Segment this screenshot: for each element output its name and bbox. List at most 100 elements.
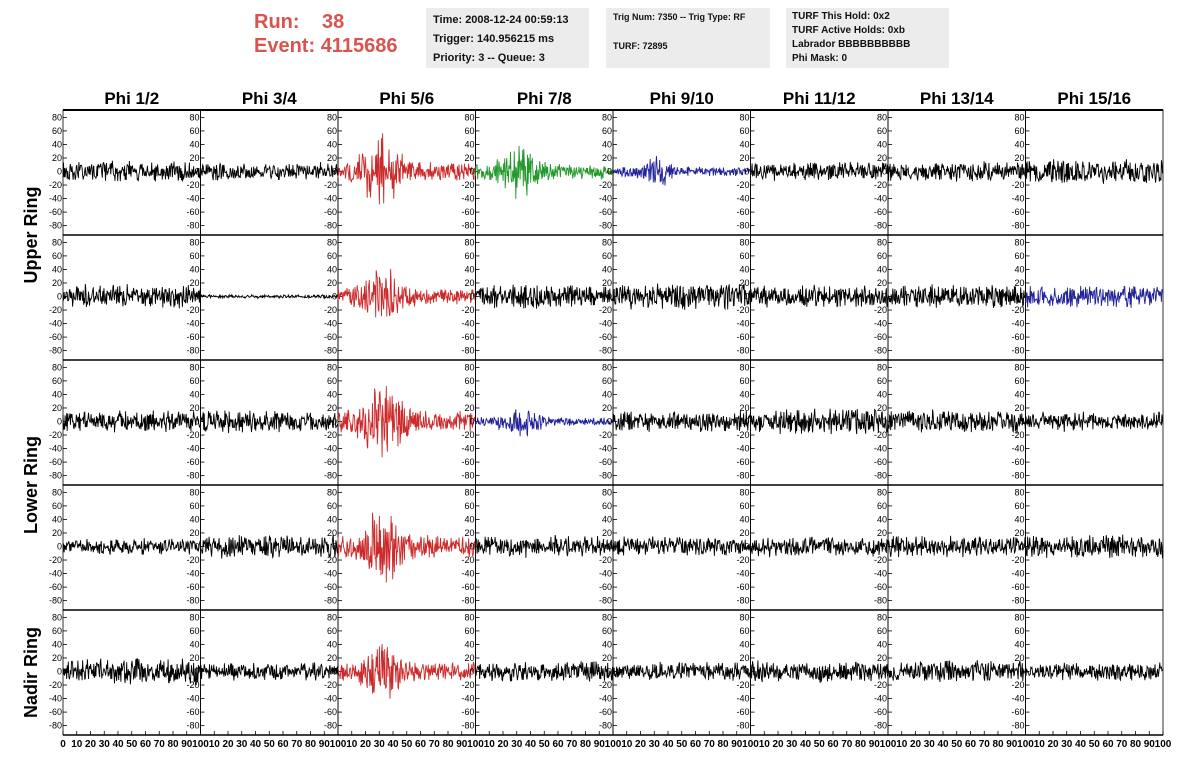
y-tick-label: -40 <box>874 444 887 454</box>
column-header: Phi 9/10 <box>650 89 714 108</box>
y-tick-label: 60 <box>327 126 337 136</box>
y-tick-label: 40 <box>877 264 887 274</box>
y-tick-label: 20 <box>877 653 887 663</box>
y-tick-label: 20 <box>327 653 337 663</box>
y-tick-label: 40 <box>1014 264 1024 274</box>
time-text: Time: 2008-12-24 00:59:13 <box>433 14 569 26</box>
x-tick-label: 20 <box>85 739 97 750</box>
y-tick-label: -20 <box>461 430 474 440</box>
y-tick-label: 80 <box>602 487 612 497</box>
y-tick-label: -60 <box>324 332 337 342</box>
phi-mask-text: Phi Mask: 0 <box>792 53 848 64</box>
y-tick-label: -40 <box>49 319 62 329</box>
y-tick-label: 40 <box>602 389 612 399</box>
y-tick-label: 60 <box>877 626 887 636</box>
x-tick-label: 60 <box>965 739 977 750</box>
y-tick-label: -60 <box>49 582 62 592</box>
y-tick-label: -80 <box>461 721 474 731</box>
waveform-trace <box>612 661 751 681</box>
y-tick-label: 60 <box>739 501 749 511</box>
y-tick-label: -40 <box>186 194 199 204</box>
y-tick-label: 20 <box>52 653 62 663</box>
y-tick-label: -60 <box>186 457 199 467</box>
y-tick-label: -20 <box>736 680 749 690</box>
y-tick-label: -20 <box>461 305 474 315</box>
y-tick-label: 60 <box>52 251 62 261</box>
x-tick-label: 30 <box>99 739 111 750</box>
y-tick-label: 80 <box>464 112 474 122</box>
y-tick-label: -60 <box>599 707 612 717</box>
y-tick-label: 80 <box>189 612 199 622</box>
y-tick-label: 20 <box>327 403 337 413</box>
y-tick-label: -80 <box>599 721 612 731</box>
y-tick-label: -40 <box>736 319 749 329</box>
waveform-trace <box>612 536 751 556</box>
y-tick-label: -80 <box>736 471 749 481</box>
trig-num-text: Trig Num: 7350 -- Trig Type: RF <box>613 12 746 22</box>
y-tick-label: -80 <box>186 471 199 481</box>
x-tick-label: 20 <box>360 739 372 750</box>
waveform-trace <box>887 284 1026 308</box>
y-tick-label: 20 <box>464 528 474 538</box>
y-tick-label: -80 <box>1011 721 1024 731</box>
y-tick-label: 40 <box>189 139 199 149</box>
x-tick-label: 100 <box>1155 739 1172 750</box>
y-tick-label: -40 <box>599 694 612 704</box>
y-tick-label: -40 <box>1011 194 1024 204</box>
x-tick-label: 100 <box>880 739 897 750</box>
y-tick-label: -20 <box>1011 305 1024 315</box>
column-header: Phi 5/6 <box>379 89 434 108</box>
y-tick-label: 60 <box>52 626 62 636</box>
y-tick-label: 80 <box>602 237 612 247</box>
y-tick-label: 0 <box>194 292 199 302</box>
y-tick-label: 60 <box>327 501 337 511</box>
waveform-trace <box>1025 534 1164 559</box>
y-tick-label: -80 <box>186 346 199 356</box>
y-tick-label: 20 <box>739 403 749 413</box>
waveform-trace <box>750 284 889 308</box>
y-tick-label: 0 <box>332 542 337 552</box>
x-tick-label: 40 <box>662 739 674 750</box>
y-tick-label: 40 <box>1014 139 1024 149</box>
y-tick-label: 80 <box>877 487 887 497</box>
x-tick-label: 40 <box>800 739 812 750</box>
y-tick-label: 40 <box>739 514 749 524</box>
y-tick-label: 0 <box>1019 417 1024 427</box>
y-tick-label: -40 <box>49 569 62 579</box>
x-tick-label: 30 <box>924 739 936 750</box>
y-tick-label: -60 <box>49 207 62 217</box>
y-tick-label: -80 <box>599 471 612 481</box>
y-tick-label: -80 <box>874 596 887 606</box>
y-tick-label: 60 <box>877 126 887 136</box>
y-tick-label: -40 <box>736 444 749 454</box>
y-tick-label: 40 <box>464 639 474 649</box>
y-tick-label: 60 <box>739 376 749 386</box>
waveform-trace <box>62 160 201 182</box>
y-tick-label: -40 <box>874 569 887 579</box>
y-tick-label: -40 <box>49 194 62 204</box>
y-tick-label: -20 <box>599 680 612 690</box>
y-tick-label: -20 <box>461 555 474 565</box>
y-tick-label: 0 <box>57 667 62 677</box>
x-tick-label: 50 <box>951 739 963 750</box>
y-tick-label: -40 <box>461 319 474 329</box>
y-tick-label: 0 <box>194 667 199 677</box>
y-tick-label: -60 <box>186 332 199 342</box>
y-tick-label: -40 <box>324 444 337 454</box>
y-tick-label: -60 <box>1011 332 1024 342</box>
waveform-trace <box>337 133 476 205</box>
y-tick-label: -60 <box>1011 457 1024 467</box>
y-tick-label: -60 <box>599 332 612 342</box>
y-tick-label: -20 <box>324 680 337 690</box>
y-tick-label: 20 <box>877 403 887 413</box>
waveform-panel <box>62 609 201 736</box>
y-tick-label: 80 <box>877 237 887 247</box>
y-tick-label: 0 <box>607 667 612 677</box>
x-tick-label: 20 <box>635 739 647 750</box>
y-tick-label: 80 <box>52 237 62 247</box>
y-tick-label: 40 <box>877 139 887 149</box>
y-tick-label: 20 <box>602 278 612 288</box>
y-tick-label: 80 <box>464 237 474 247</box>
y-tick-label: 60 <box>464 626 474 636</box>
y-tick-label: -80 <box>736 221 749 231</box>
